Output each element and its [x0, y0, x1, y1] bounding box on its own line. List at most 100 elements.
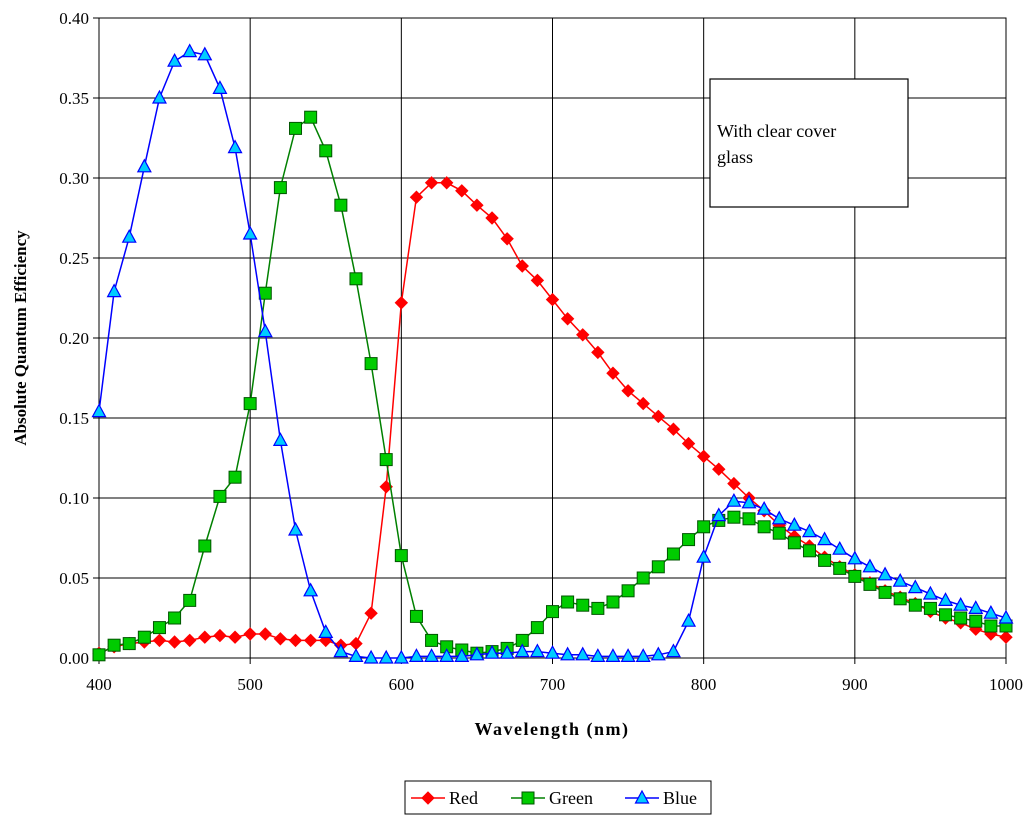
- data-point-green: [243, 397, 257, 411]
- data-point-blue: [514, 643, 530, 658]
- data-point-green: [682, 533, 696, 547]
- data-point-green: [606, 595, 620, 609]
- data-point-blue: [801, 523, 817, 538]
- data-point-blue: [771, 510, 787, 525]
- data-point-red: [303, 633, 318, 648]
- data-point-green: [319, 144, 333, 158]
- data-point-green: [833, 561, 847, 575]
- data-point-blue: [378, 649, 394, 664]
- data-point-red: [999, 630, 1013, 644]
- data-point-green: [107, 638, 121, 652]
- annotation: With clear cover glass: [709, 78, 909, 208]
- series-layer: [91, 43, 1014, 664]
- data-point-blue: [544, 644, 561, 659]
- data-point-blue: [696, 548, 712, 563]
- data-point-green: [349, 272, 363, 286]
- y-tick-label: 0.15: [59, 409, 89, 428]
- legend-marker-blue: [634, 789, 650, 804]
- x-tick-label: 400: [86, 675, 112, 694]
- data-point-blue: [650, 646, 666, 661]
- x-tick-label: 800: [691, 675, 717, 694]
- data-point-green: [818, 553, 832, 567]
- data-point-green: [939, 608, 953, 622]
- y-tick-label: 0.00: [59, 649, 89, 668]
- data-point-blue: [348, 648, 364, 663]
- data-point-blue: [711, 507, 727, 522]
- data-point-red: [439, 176, 454, 190]
- y-axis-title: Absolute Quantum Efficiency: [11, 230, 30, 446]
- data-point-red: [243, 627, 257, 641]
- data-point-blue: [303, 582, 319, 597]
- data-point-blue: [681, 612, 697, 627]
- data-point-blue: [907, 579, 923, 594]
- data-point-green: [183, 593, 197, 607]
- data-point-red: [409, 190, 424, 204]
- data-point-blue: [121, 228, 137, 243]
- series-green: [92, 110, 1013, 662]
- series-blue: [91, 43, 1014, 664]
- data-point-blue: [197, 46, 213, 61]
- data-point-green: [651, 560, 665, 574]
- data-point-green: [908, 598, 922, 612]
- data-point-red: [651, 409, 666, 424]
- data-point-green: [863, 577, 877, 591]
- data-point-blue: [333, 643, 349, 658]
- data-point-blue: [877, 566, 893, 581]
- data-point-green: [576, 598, 590, 612]
- annotation-box: [709, 78, 909, 208]
- data-point-green: [122, 637, 136, 651]
- data-point-green: [727, 510, 741, 524]
- data-point-red: [515, 259, 529, 273]
- y-tick-label: 0.20: [59, 329, 89, 348]
- data-point-red: [470, 198, 484, 212]
- data-point-red: [258, 627, 272, 641]
- legend-item-blue: Blue: [625, 788, 697, 808]
- data-point-red: [198, 630, 212, 644]
- x-tick-label: 600: [389, 675, 415, 694]
- data-point-green: [697, 520, 711, 534]
- data-point-blue: [817, 531, 833, 546]
- legend-label-red: Red: [449, 788, 478, 808]
- data-point-green: [561, 595, 575, 609]
- data-point-green: [636, 571, 650, 585]
- legend-marker-red: [421, 791, 435, 805]
- data-point-red: [681, 436, 696, 451]
- legend-item-green: Green: [511, 788, 593, 808]
- data-point-blue: [938, 592, 954, 607]
- data-point-red: [213, 628, 227, 643]
- data-point-blue: [786, 516, 802, 531]
- legend-box: [404, 780, 712, 815]
- data-point-blue: [288, 521, 304, 536]
- data-point-red: [545, 292, 560, 307]
- data-point-red: [455, 184, 469, 198]
- data-point-blue: [832, 540, 848, 555]
- data-point-red: [394, 296, 409, 310]
- data-point-green: [591, 601, 605, 615]
- y-tick-label: 0.05: [59, 569, 89, 588]
- data-point-red: [621, 384, 635, 398]
- data-point-green: [878, 585, 892, 599]
- data-point-green: [893, 592, 907, 606]
- data-point-green: [273, 181, 287, 195]
- data-point-red: [167, 635, 182, 649]
- data-point-blue: [862, 558, 878, 573]
- data-point-blue: [151, 89, 167, 104]
- data-point-green: [379, 453, 393, 467]
- data-point-green: [742, 512, 756, 526]
- data-point-red: [727, 476, 741, 491]
- data-point-red: [576, 328, 590, 342]
- data-point-blue: [408, 648, 424, 663]
- data-point-green: [152, 621, 166, 635]
- data-point-blue: [136, 158, 152, 173]
- data-point-blue: [560, 646, 576, 661]
- data-point-blue: [726, 492, 742, 507]
- data-point-red: [500, 232, 514, 246]
- data-point-green: [304, 110, 318, 124]
- data-point-blue: [439, 648, 455, 663]
- data-point-red: [530, 273, 545, 288]
- data-point-blue: [469, 646, 485, 661]
- data-point-green: [168, 611, 182, 625]
- data-point-green: [364, 357, 378, 371]
- data-point-blue: [212, 80, 228, 95]
